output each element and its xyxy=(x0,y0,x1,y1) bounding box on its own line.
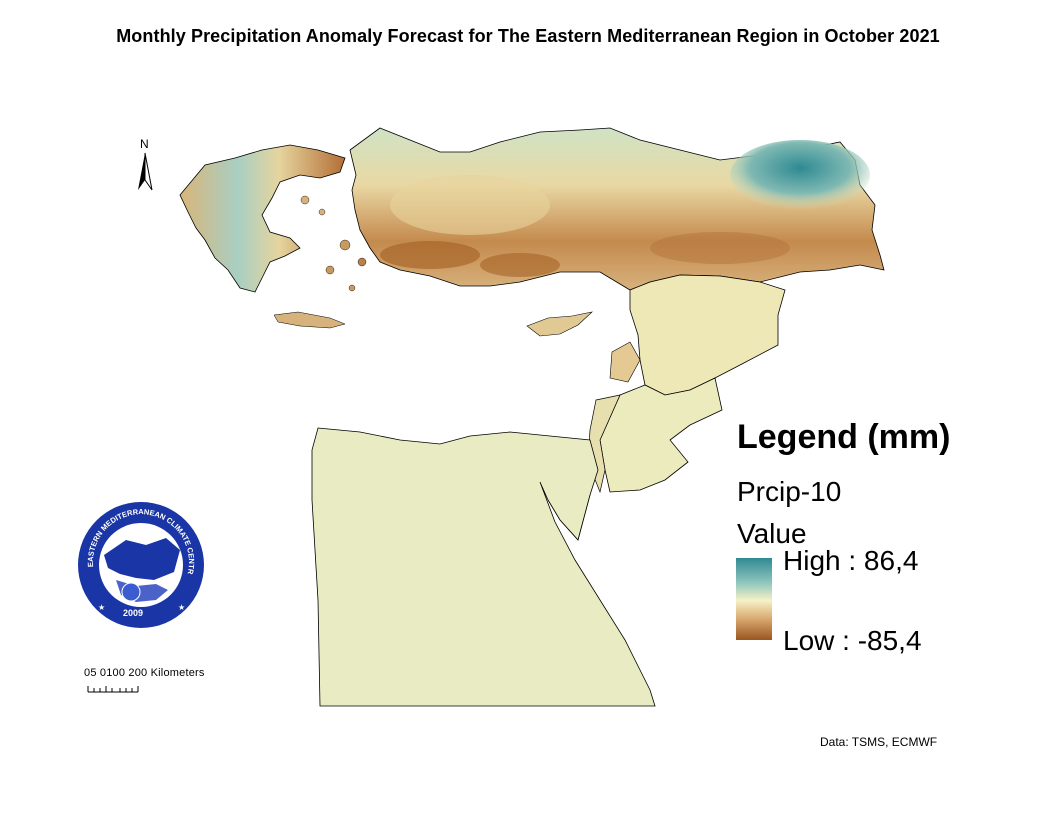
map-title: Monthly Precipitation Anomaly Forecast f… xyxy=(116,26,940,46)
scale-bar xyxy=(84,666,244,698)
region-greece xyxy=(179,144,346,293)
north-label: N xyxy=(140,137,149,151)
svg-text:★: ★ xyxy=(178,603,185,612)
region-lebanon xyxy=(609,341,641,383)
north-arrow: N xyxy=(130,135,160,195)
region-cyprus xyxy=(526,311,593,337)
legend-layer-name: Prcip-10 xyxy=(737,476,842,507)
legend-color-ramp xyxy=(736,558,772,640)
data-source: Data: TSMS, ECMWF xyxy=(820,735,938,749)
legend-low-label: Low : -85,4 xyxy=(783,625,922,656)
legend-field-name: Value xyxy=(737,518,807,549)
logo-year: 2009 xyxy=(123,608,143,618)
region-jordan xyxy=(599,377,723,493)
svg-text:★: ★ xyxy=(98,603,105,612)
scale-bar-label: 05 0100 200 Kilometers xyxy=(84,667,205,679)
emcc-logo: 2009 EASTERN MEDITERRANEAN CLIMATE CENTR… xyxy=(73,493,206,630)
legend-title: Legend (mm) xyxy=(737,418,951,456)
legend-high-label: High : 86,4 xyxy=(783,545,919,576)
region-syria xyxy=(629,274,786,396)
